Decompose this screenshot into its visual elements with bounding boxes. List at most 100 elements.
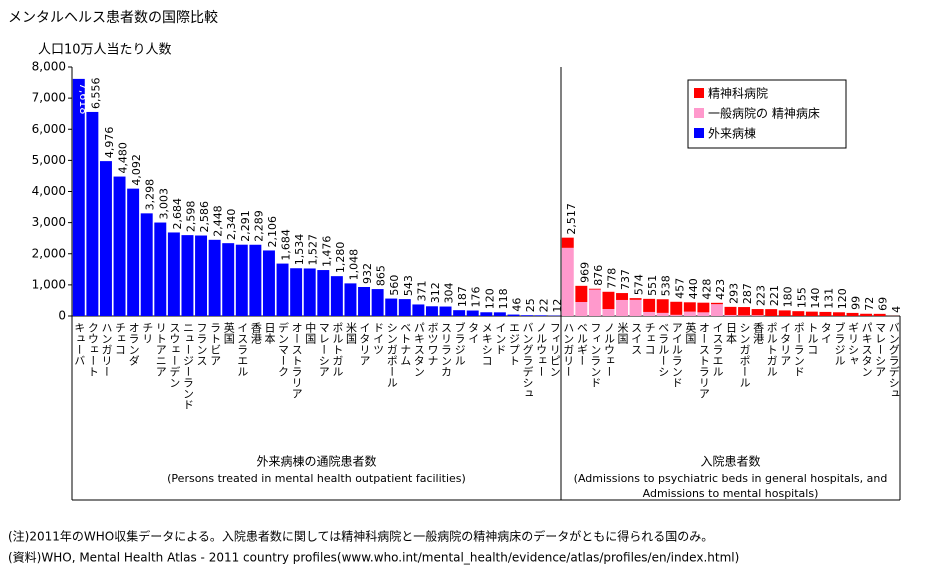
data-label: 25 <box>524 298 537 312</box>
data-label: 1,048 <box>347 249 360 281</box>
data-label: 180 <box>782 286 795 307</box>
bar <box>778 310 791 316</box>
bar <box>616 293 628 300</box>
bar <box>534 315 547 316</box>
data-label: 99 <box>850 296 863 310</box>
group-sublabel: (Admissions to psychiatric beds in gener… <box>574 472 888 485</box>
x-tick-label: 英国 <box>684 321 697 345</box>
bar <box>398 299 411 316</box>
y-tick-label: 1,000 <box>32 277 66 291</box>
data-label: 865 <box>375 265 388 286</box>
data-label: 574 <box>633 274 646 295</box>
data-label: 4,092 <box>130 154 143 186</box>
data-label: 778 <box>605 268 618 289</box>
bar <box>86 111 99 316</box>
data-label: 932 <box>361 263 374 284</box>
data-label: 187 <box>456 286 469 307</box>
bar <box>575 301 588 316</box>
bar <box>805 311 818 316</box>
bar <box>480 312 493 316</box>
data-label: 737 <box>619 269 632 290</box>
bar <box>588 289 601 316</box>
data-label: 2,684 <box>171 198 184 230</box>
x-tick-label: 香港 <box>752 322 765 344</box>
bar <box>602 308 615 316</box>
x-tick-label: マレーシア <box>874 322 887 377</box>
data-label: 221 <box>768 285 781 306</box>
bar <box>819 311 832 316</box>
bar <box>792 311 805 316</box>
x-tick-label: ギリシャ <box>847 322 860 366</box>
bar <box>873 313 886 316</box>
bar <box>738 315 751 316</box>
bar <box>439 306 452 316</box>
x-tick-label: マレーシア <box>317 322 330 377</box>
data-label: 876 <box>592 265 605 286</box>
x-tick-label: フランス <box>195 322 208 366</box>
y-tick-label: 7,000 <box>32 91 66 105</box>
x-tick-label: ハンガリー <box>562 322 575 377</box>
data-label: 6,556 <box>89 77 102 109</box>
x-tick-label: インド <box>494 322 507 355</box>
x-tick-label: クウェート <box>86 322 99 377</box>
x-tick-label: スリランカ <box>440 322 453 377</box>
data-label: 4 <box>890 306 903 313</box>
y-tick-label: 5,000 <box>32 153 66 167</box>
bar <box>181 235 194 316</box>
bar <box>154 222 167 316</box>
bar <box>860 313 873 316</box>
note: (資料)WHO, Mental Health Atlas - 2011 coun… <box>8 551 739 565</box>
y-tick-label: 3,000 <box>32 215 66 229</box>
x-tick-label: チェコ <box>114 322 127 355</box>
x-tick-label: スウェーデン <box>168 322 181 388</box>
x-tick-label: ラトビア <box>209 322 222 366</box>
data-label: 371 <box>415 280 428 301</box>
data-label: 12 <box>551 299 564 313</box>
bar <box>330 276 343 316</box>
bar <box>235 244 248 316</box>
x-tick-label: ブラジル <box>453 321 466 366</box>
data-label: 131 <box>822 288 835 309</box>
bar <box>113 176 126 316</box>
x-tick-label: ポーランド <box>792 322 805 377</box>
x-tick-label: スイス <box>630 322 643 355</box>
bar <box>670 301 683 315</box>
bar <box>521 315 534 316</box>
bar <box>751 315 764 316</box>
bar <box>710 302 723 305</box>
x-tick-label: ハンガリー <box>100 322 113 377</box>
bar <box>140 213 153 316</box>
note: (注)2011年のWHO収集データによる。入院患者数に関しては精神科病院と一般病… <box>8 529 713 544</box>
data-label: 22 <box>538 298 551 312</box>
legend-label: 一般病院の 精神病床 <box>708 106 820 121</box>
data-label: 287 <box>741 283 754 304</box>
bar <box>425 306 438 316</box>
x-tick-label: シンガポール <box>738 322 751 388</box>
x-tick-label: トルコ <box>806 322 819 355</box>
x-tick-label: 日本 <box>725 322 738 345</box>
group-label: 入院患者数 <box>700 454 760 469</box>
data-label: 176 <box>470 287 483 308</box>
bar <box>561 247 574 316</box>
data-label: 140 <box>809 288 822 309</box>
bar <box>195 235 208 316</box>
x-tick-label: フィンランド <box>589 322 602 388</box>
x-tick-label: ノルウェー <box>602 322 615 377</box>
bar <box>710 304 723 316</box>
bar <box>371 289 384 316</box>
data-label: 551 <box>646 275 659 296</box>
data-label: 457 <box>673 278 686 299</box>
data-label: 2,586 <box>198 201 211 233</box>
legend-label: 精神科病院 <box>708 86 768 101</box>
bar <box>466 310 479 316</box>
x-tick-label: 米国 <box>344 322 357 345</box>
data-label: 2,448 <box>212 205 225 237</box>
y-axis-label: 人口10万人当たり人数 <box>38 43 172 58</box>
x-tick-label: 米国 <box>616 322 629 345</box>
x-tick-label: ニュージーランド <box>181 322 194 410</box>
x-tick-label: ポルトガル <box>331 322 344 377</box>
group-label: 外来病棟の通院患者数 <box>256 454 376 469</box>
x-tick-label: タイ <box>819 322 832 344</box>
data-label: 293 <box>728 283 741 304</box>
bar <box>629 298 642 300</box>
